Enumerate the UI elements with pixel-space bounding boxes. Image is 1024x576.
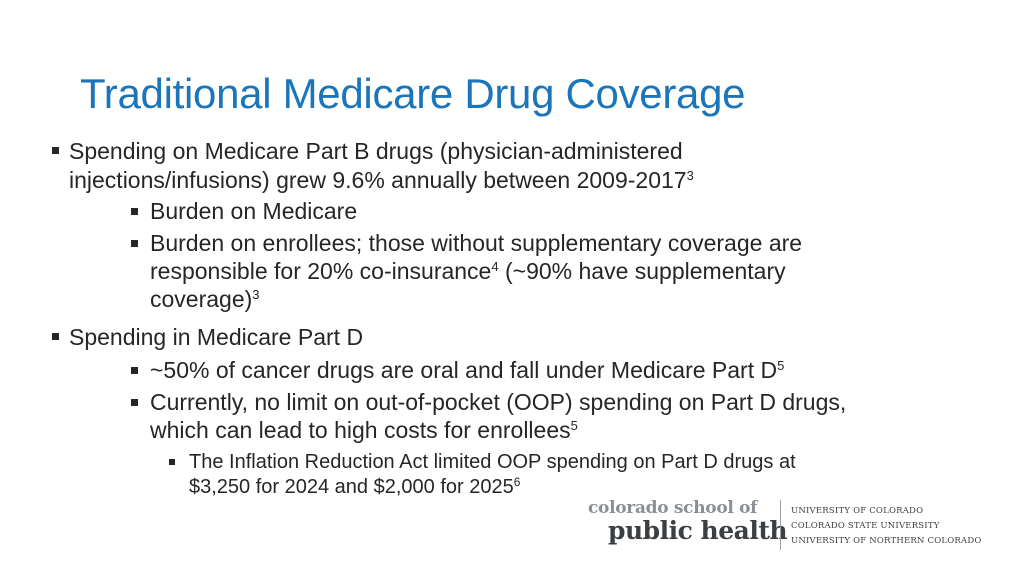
bullet-marker	[52, 147, 59, 154]
bullet-part-b-spending: Spending on Medicare Part B drugs (physi…	[69, 138, 694, 193]
slide-title: Traditional Medicare Drug Coverage	[80, 70, 746, 117]
subsubbullet-ira: The Inflation Reduction Act limited OOP …	[189, 451, 796, 498]
school-logo: colorado school of public health UNIVERS…	[588, 498, 988, 558]
bullet-marker	[169, 459, 175, 465]
bullet-marker	[131, 399, 138, 406]
logo-top-text: colorado school of	[588, 498, 758, 518]
logo-university-1: UNIVERSITY OF COLORADO	[791, 506, 924, 516]
subbullet-burden-medicare: Burden on Medicare	[150, 198, 358, 224]
bullet-marker	[52, 333, 59, 340]
bullet-part-d-spending: Spending in Medicare Part D	[69, 324, 364, 350]
bullet-marker	[131, 240, 138, 247]
subbullet-burden-enrollees: Burden on enrollees; those without suppl…	[150, 230, 803, 312]
subbullet-oop-limit: Currently, no limit on out-of-pocket (OO…	[150, 389, 847, 443]
bullet-marker	[131, 367, 138, 374]
logo-bottom-text: public health	[608, 516, 788, 545]
logo-university-2: COLORADO STATE UNIVERSITY	[791, 521, 940, 531]
bullet-marker	[131, 208, 138, 215]
logo-university-3: UNIVERSITY OF NORTHERN COLORADO	[791, 536, 982, 546]
subbullet-oral-cancer-drugs: ~50% of cancer drugs are oral and fall u…	[150, 357, 785, 383]
logo-divider	[780, 500, 781, 550]
